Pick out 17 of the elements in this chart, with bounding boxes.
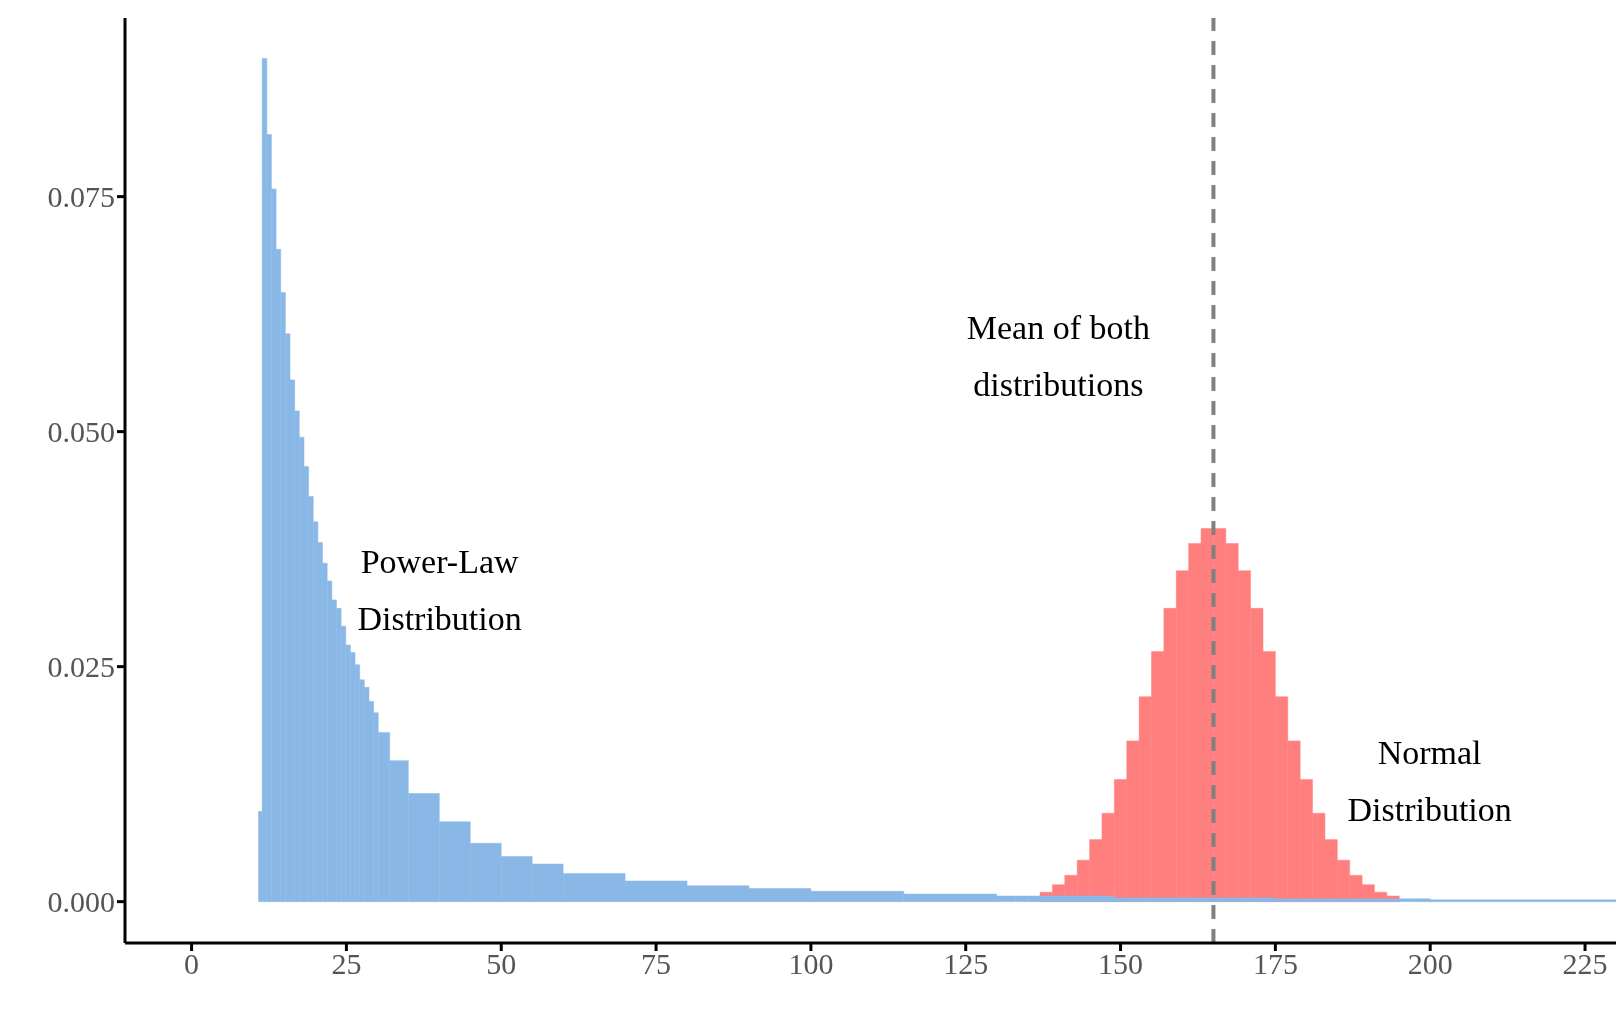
x-tick-label: 175 xyxy=(1252,947,1298,981)
y-tick-label: 0.025 xyxy=(47,650,115,684)
x-tick-label: 100 xyxy=(788,947,834,981)
y-tick-label: 0.000 xyxy=(47,885,115,919)
y-tick-label: 0.075 xyxy=(47,180,115,214)
x-tick-label: 200 xyxy=(1407,947,1453,981)
series-label: Power-Law Distribution xyxy=(356,542,523,639)
series-label: Normal Distribution xyxy=(1346,732,1513,830)
x-tick-label: 225 xyxy=(1562,947,1608,981)
x-tick-label: 50 xyxy=(486,947,517,981)
x-tick-label: 125 xyxy=(943,947,989,981)
y-tick-label: 0.050 xyxy=(47,415,115,449)
x-tick-label: 75 xyxy=(641,947,672,981)
x-tick-label: 25 xyxy=(331,947,362,981)
ref-line-label: Mean of both distributions xyxy=(965,307,1151,405)
x-tick-label: 150 xyxy=(1098,947,1144,981)
x-tick-label: 0 xyxy=(184,947,200,981)
